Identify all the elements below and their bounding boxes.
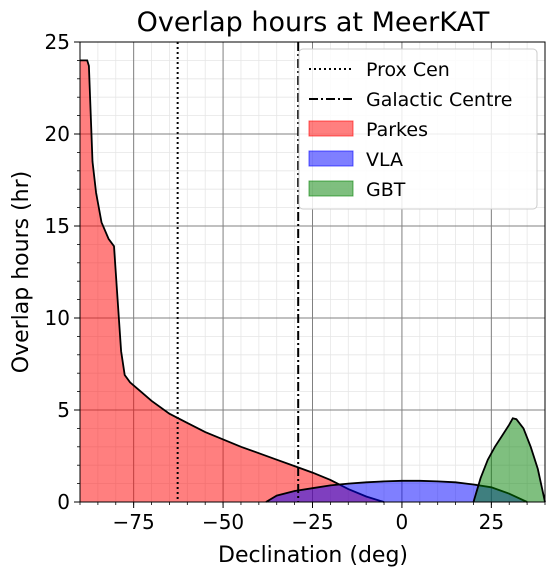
legend-swatch-vla xyxy=(308,150,354,167)
legend-label: Galactic Centre xyxy=(366,89,512,111)
x-axis-ticks: −75 −50 −25 0 25 xyxy=(79,502,546,534)
y-tick-label: 0 xyxy=(57,490,70,514)
legend-swatch-gbt xyxy=(308,180,354,197)
legend-box xyxy=(298,48,538,210)
area-parkes xyxy=(80,60,384,503)
x-tick-label: −50 xyxy=(202,510,244,534)
y-tick-label: 10 xyxy=(45,306,70,330)
legend-swatch-parkes xyxy=(308,120,354,137)
y-tick-label: 15 xyxy=(45,214,70,238)
y-tick-label: 25 xyxy=(45,30,70,54)
y-tick-label: 20 xyxy=(45,122,70,146)
outline-gbt xyxy=(472,417,546,503)
series-areas xyxy=(80,59,546,503)
x-axis-label: Declination (deg) xyxy=(218,543,408,568)
x-tick-label: 25 xyxy=(479,510,504,534)
y-axis-label: Overlap hours (hr) xyxy=(9,171,34,373)
y-tick-label: 5 xyxy=(57,398,70,422)
legend: Prox Cen Galactic Centre Parkes VLA GBT xyxy=(298,48,538,210)
legend-label: Parkes xyxy=(366,119,428,141)
reference-lines xyxy=(176,42,300,502)
x-tick-label: −75 xyxy=(113,510,155,534)
chart-title: Overlap hours at MeerKAT xyxy=(137,7,490,38)
x-tick-label: 0 xyxy=(396,510,409,534)
legend-label: Prox Cen xyxy=(366,59,450,81)
x-tick-label: −25 xyxy=(291,510,333,534)
outline-parkes xyxy=(80,59,385,503)
legend-label: VLA xyxy=(366,149,403,171)
legend-label: GBT xyxy=(366,179,406,201)
y-axis-ticks: 0 5 10 15 20 25 xyxy=(45,30,80,514)
